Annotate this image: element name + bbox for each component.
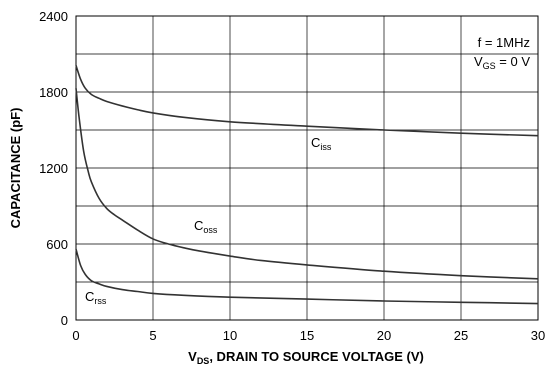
plot-frame xyxy=(75,15,539,321)
curves xyxy=(75,65,539,305)
x-tick-label: 25 xyxy=(454,328,468,343)
tick-labels: 0 5 10 15 20 25 30 0 600 1200 1800 2400 xyxy=(39,9,545,343)
x-tick-label: 5 xyxy=(149,328,156,343)
y-tick-label: 0 xyxy=(61,313,68,328)
crss-label: Crss xyxy=(85,289,107,306)
x-tick-label: 30 xyxy=(531,328,545,343)
x-tick-label: 20 xyxy=(377,328,391,343)
y-tick-label: 2400 xyxy=(39,9,68,24)
x-tick-label: 15 xyxy=(300,328,314,343)
y-tick-label: 1800 xyxy=(39,85,68,100)
vgs-annotation: VGS = 0 V xyxy=(474,54,530,71)
y-axis-label: CAPACITANCE (pF) xyxy=(8,108,23,229)
y-tick-label: 1200 xyxy=(39,161,68,176)
coss-label: Coss xyxy=(194,218,218,235)
series-line-ciss xyxy=(75,65,539,137)
series-line-crss xyxy=(75,248,539,305)
y-tick-label: 600 xyxy=(46,237,68,252)
x-tick-label: 10 xyxy=(223,328,237,343)
ciss-label: Ciss xyxy=(311,135,332,152)
x-tick-label: 0 xyxy=(72,328,79,343)
x-axis-label: VDS, DRAIN TO SOURCE VOLTAGE (V) xyxy=(188,349,424,366)
frequency-annotation: f = 1MHz xyxy=(478,35,530,50)
series-line-coss xyxy=(75,88,539,280)
grid xyxy=(75,15,539,321)
